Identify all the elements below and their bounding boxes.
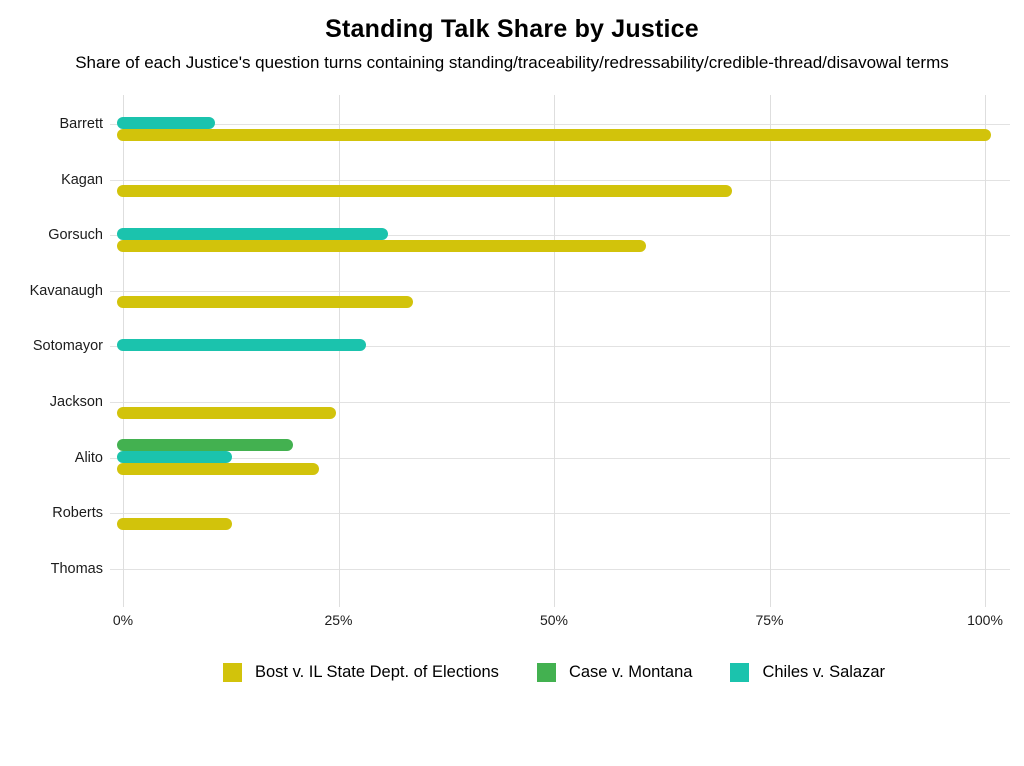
legend-label: Bost v. IL State Dept. of Elections [254, 663, 499, 681]
legend-label: Case v. Montana [568, 663, 693, 681]
bar-sotomayor-series2 [117, 339, 367, 352]
y-axis-label: Kagan [61, 171, 103, 188]
gridline-y [110, 235, 1010, 237]
gridline-y [110, 346, 1010, 348]
legend-item: Chiles v. Salazar [730, 663, 885, 682]
bar-kavanaugh-series0 [117, 295, 414, 308]
bar-gorsuch-series2 [117, 228, 388, 241]
x-axis-tick-label: 0% [112, 612, 134, 628]
bar-barrett-series0 [117, 129, 991, 141]
gridline-x [769, 95, 771, 607]
y-axis-label: Alito [74, 449, 103, 466]
gridline-x [554, 95, 555, 607]
bar-barrett-series2 [117, 117, 216, 129]
x-axis-tick-label: 50% [539, 612, 569, 628]
y-axis-label: Gorsuch [48, 227, 103, 244]
gridline-x [985, 95, 986, 607]
bar-alito-series2 [117, 450, 233, 463]
gridline-y [110, 179, 1010, 181]
y-axis-label: Thomas [50, 560, 103, 577]
x-axis-tick-label: 75% [755, 612, 784, 628]
legend-item: Case v. Montana [536, 663, 693, 682]
gridline-y [110, 124, 1010, 125]
bar-jackson-series0 [117, 407, 336, 419]
legend-item: Bost v. IL State Dept. of Elections [222, 663, 499, 682]
x-axis-tick-label: 100% [967, 612, 1003, 628]
chart-title: Standing Talk Share by Justice [325, 15, 699, 43]
bar-roberts-series0 [117, 518, 233, 531]
y-axis-label: Jackson [49, 394, 103, 410]
bar-alito-series1 [117, 438, 293, 451]
y-axis-label: Sotomayor [32, 338, 103, 355]
legend-label: Chiles v. Salazar [762, 663, 886, 681]
y-axis-label: Kavanaugh [29, 282, 103, 299]
chart-panel [110, 95, 1010, 607]
legend-swatch [730, 663, 750, 682]
x-axis-tick-label: 25% [324, 612, 353, 628]
gridline-y [110, 568, 1010, 570]
bar-gorsuch-series0 [117, 240, 647, 253]
bar-alito-series0 [117, 462, 319, 475]
gridline-y [110, 457, 1010, 459]
bar-kagan-series0 [117, 184, 733, 197]
y-axis-label: Barrett [59, 116, 103, 132]
gridline-y [110, 290, 1010, 292]
chart-legend: Bost v. IL State Dept. of Elections Case … [42, 663, 1024, 682]
chart-subtitle: Share of each Justice's question turns c… [75, 53, 949, 72]
gridline-y [110, 402, 1010, 403]
legend-swatch [222, 663, 242, 682]
legend-swatch [536, 663, 556, 682]
gridline-y [110, 513, 1010, 515]
y-axis-label: Roberts [52, 505, 103, 522]
